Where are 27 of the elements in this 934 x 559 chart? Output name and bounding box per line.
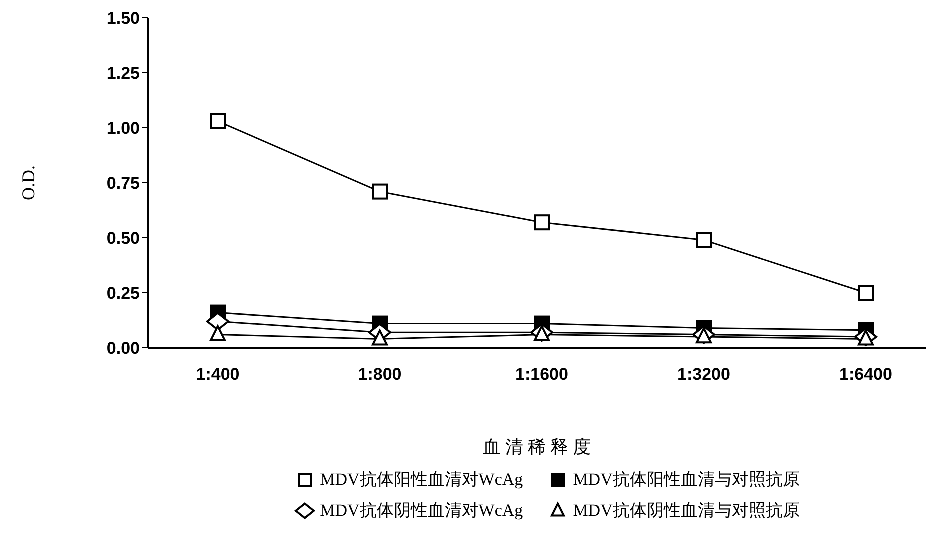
y-tick-label: 0.25 xyxy=(106,284,140,304)
x-tick-label: 1:6400 xyxy=(840,365,892,384)
y-tick-label: 1.25 xyxy=(106,64,140,84)
y-tick-label: 0.75 xyxy=(106,174,140,194)
x-tick-label: 1:400 xyxy=(196,365,240,384)
point xyxy=(210,113,226,130)
point xyxy=(858,285,874,301)
y-tick-label: 1.00 xyxy=(106,119,140,138)
point xyxy=(372,184,388,200)
point xyxy=(372,330,388,346)
y-axis-title: O.D. xyxy=(18,166,38,200)
point xyxy=(696,232,712,248)
x-tick-label: 1:3200 xyxy=(678,365,730,384)
point xyxy=(534,214,550,231)
point xyxy=(210,325,226,342)
y-tick-label: 0.50 xyxy=(106,229,140,248)
legend-label: MDV抗体阳性血清对WcAg xyxy=(320,469,524,491)
x-tick-label: 1:1600 xyxy=(516,365,568,384)
x-tick-label: 1:800 xyxy=(358,365,402,384)
point xyxy=(696,328,712,344)
x-axis-title: 血 清 稀 释 度 xyxy=(483,437,591,457)
legend-label: MDV抗体阴性血清对WcAg xyxy=(320,500,524,522)
legend-label: MDV抗体阳性血清与对照抗原 xyxy=(573,469,800,491)
y-tick-label: 0.00 xyxy=(106,339,140,358)
legend-label: MDV抗体阴性血清与对照抗原 xyxy=(573,500,800,522)
point xyxy=(534,325,550,342)
y-tick-label: 1.50 xyxy=(106,9,140,28)
